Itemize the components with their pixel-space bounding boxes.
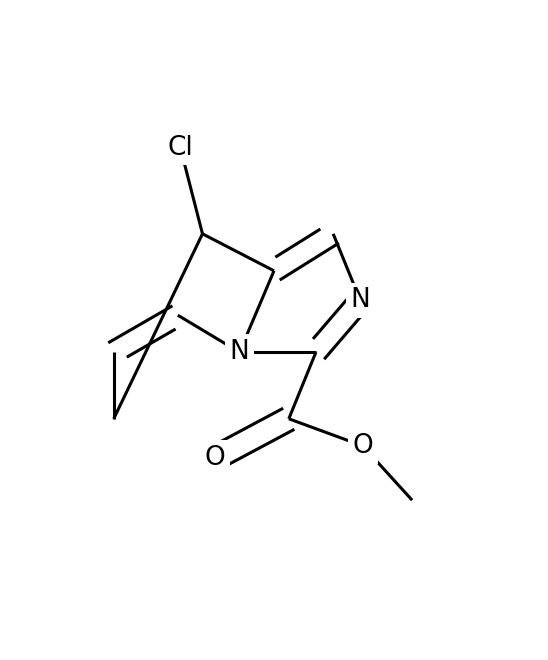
Text: N: N	[230, 339, 249, 365]
Text: N: N	[350, 287, 370, 314]
Text: Cl: Cl	[168, 135, 193, 160]
Text: O: O	[352, 433, 373, 459]
Text: O: O	[204, 446, 225, 471]
